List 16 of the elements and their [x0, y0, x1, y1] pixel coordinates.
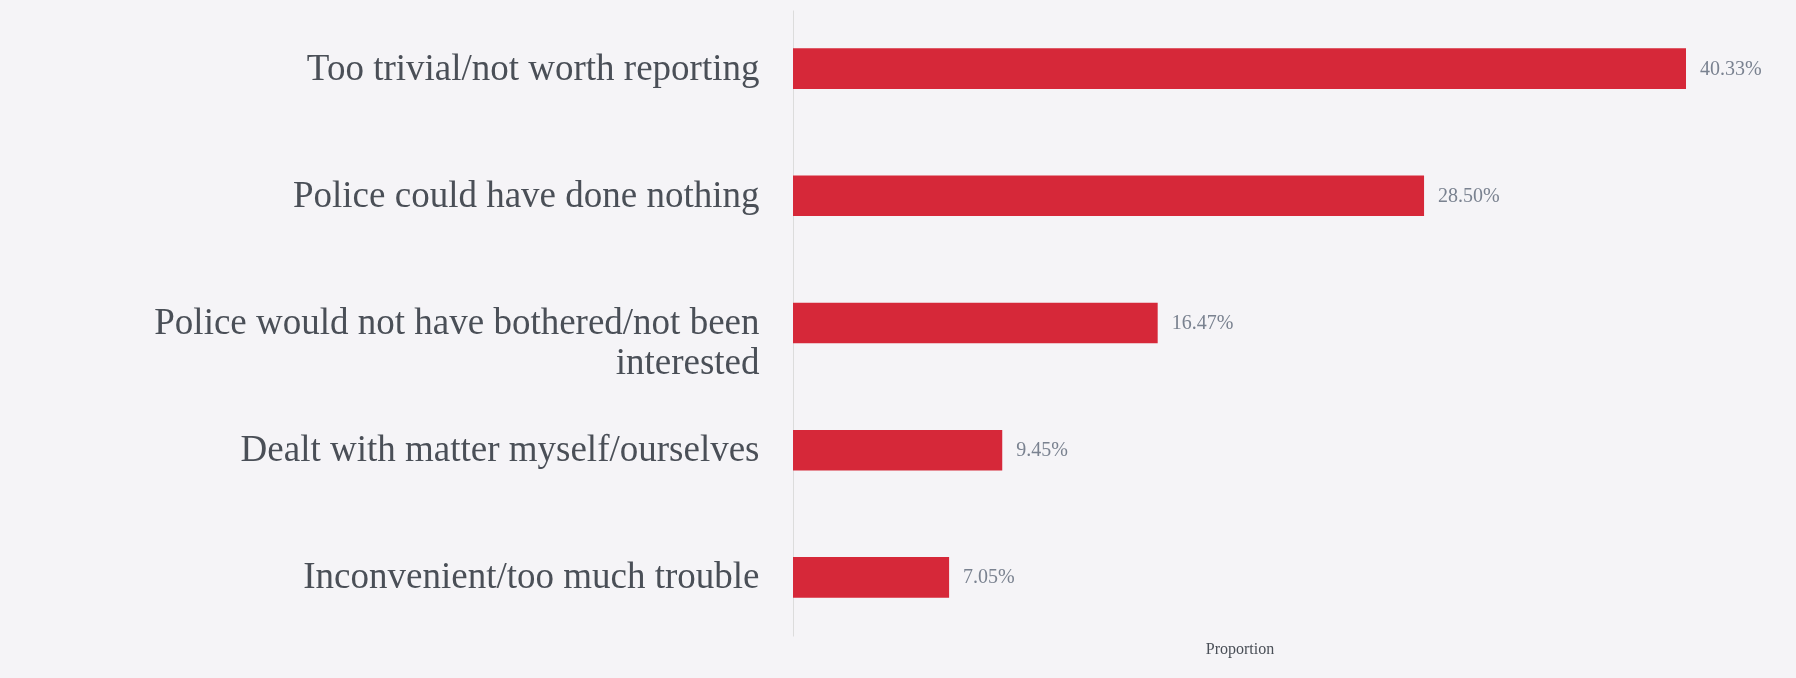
- data-label: 16.47%: [1171, 311, 1234, 333]
- bar: [793, 175, 1425, 217]
- data-label: 7.05%: [963, 565, 1015, 588]
- bar: [793, 557, 950, 598]
- data-label: 9.45%: [1016, 438, 1068, 461]
- y-tick-label: Police would not have bothered/not been interested: [154, 301, 760, 382]
- bar: [793, 302, 1158, 344]
- x-axis-title: Proportion: [1205, 639, 1275, 658]
- data-label: 28.50%: [1438, 183, 1500, 206]
- y-tick-label: Dealt with matter myself/ourselves: [240, 428, 760, 470]
- bar: [793, 48, 1686, 89]
- y-tick-label: Inconvenient/too much trouble: [303, 555, 760, 597]
- y-tick-label: Police could have done nothing: [292, 173, 760, 215]
- y-tick-label: Too trivial/not worth reporting: [306, 46, 760, 88]
- bar: [793, 429, 1003, 471]
- data-label: 40.33%: [1700, 56, 1762, 79]
